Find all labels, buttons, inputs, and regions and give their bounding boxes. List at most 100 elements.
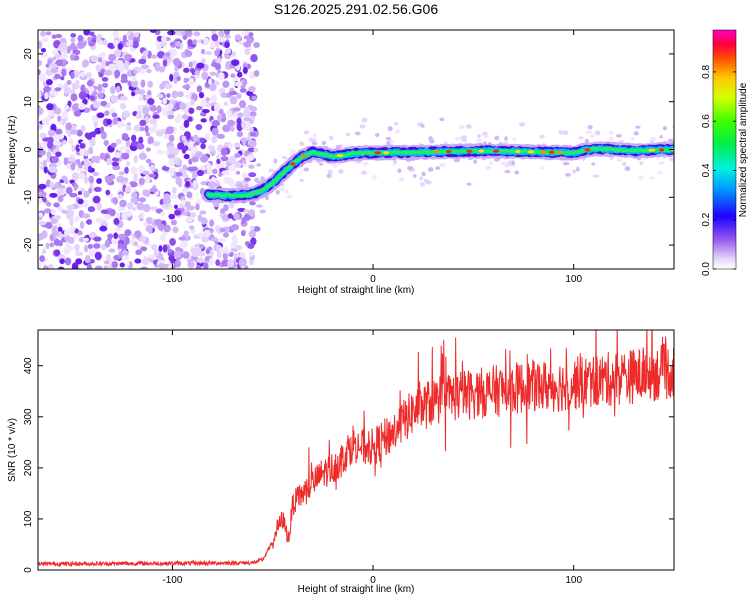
noise-point — [106, 157, 112, 166]
noise-point — [189, 212, 197, 218]
noise-point — [139, 119, 147, 127]
noise-point — [158, 66, 166, 73]
noise-point — [182, 251, 190, 259]
halo-point — [638, 175, 644, 180]
noise-point — [102, 39, 108, 46]
noise-point — [218, 30, 225, 37]
noise-point — [57, 134, 65, 140]
noise-point — [235, 170, 241, 175]
noise-point — [248, 230, 257, 238]
noise-point — [205, 101, 211, 108]
noise-point — [65, 186, 73, 195]
noise-point — [44, 116, 52, 121]
halo-point — [327, 169, 333, 175]
noise-point — [217, 237, 226, 243]
noise-point — [192, 179, 197, 188]
noise-point — [222, 124, 231, 133]
noise-point — [38, 73, 46, 82]
halo-point — [454, 136, 462, 141]
noise-point — [184, 30, 192, 37]
noise-point — [194, 70, 200, 76]
halo-point — [268, 168, 275, 173]
noise-point — [149, 118, 157, 125]
noise-point — [156, 149, 165, 155]
noise-point — [160, 211, 166, 216]
noise-point — [197, 214, 203, 222]
noise-point — [186, 166, 195, 172]
noise-point — [140, 266, 148, 269]
noise-point — [194, 250, 199, 258]
noise-point — [61, 209, 66, 214]
noise-point — [228, 164, 237, 172]
noise-point — [180, 239, 188, 248]
noise-point — [67, 209, 74, 217]
noise-point — [111, 112, 118, 118]
noise-point — [68, 138, 74, 145]
noise-point — [110, 95, 119, 103]
noise-point — [138, 136, 144, 145]
noise-point — [79, 71, 86, 77]
halo-point — [256, 163, 262, 167]
halo-point — [387, 126, 393, 132]
noise-point — [70, 42, 76, 51]
noise-point — [196, 169, 205, 177]
halo-point — [662, 126, 668, 131]
noise-point — [248, 140, 257, 148]
noise-point — [242, 172, 248, 179]
noise-point — [162, 97, 168, 105]
noise-point — [116, 85, 121, 93]
halo-point — [624, 166, 631, 172]
noise-point — [75, 80, 80, 85]
colorbar-tick-label: 0.6 — [701, 114, 712, 128]
noise-point — [248, 209, 256, 217]
noise-point — [93, 120, 99, 129]
noise-point — [230, 224, 240, 231]
noise-point — [114, 69, 121, 78]
noise-point — [127, 80, 132, 87]
noise-point — [218, 72, 225, 81]
noise-point — [248, 164, 255, 169]
noise-point — [46, 151, 52, 159]
halo-point — [394, 121, 399, 126]
noise-point — [138, 197, 146, 203]
noise-point — [88, 41, 96, 47]
halo-point — [335, 144, 342, 150]
noise-point — [88, 175, 94, 184]
halo-point — [460, 135, 467, 141]
noise-point — [74, 50, 81, 56]
noise-point — [202, 262, 209, 269]
noise-point — [79, 220, 85, 230]
halo-point — [633, 131, 639, 136]
noise-point — [38, 107, 44, 115]
noise-point — [173, 204, 178, 209]
noise-point — [92, 172, 99, 177]
noise-point — [150, 105, 157, 112]
noise-point — [174, 259, 182, 268]
noise-point — [215, 259, 221, 267]
noise-point — [175, 171, 183, 177]
noise-point — [49, 181, 55, 189]
halo-point — [616, 133, 622, 138]
noise-point — [146, 68, 152, 74]
noise-point — [168, 50, 176, 58]
halo-point — [466, 182, 472, 186]
halo-point — [419, 176, 424, 181]
noise-point — [138, 89, 146, 95]
noise-point — [107, 42, 114, 49]
noise-point — [161, 35, 167, 43]
noise-point — [248, 85, 256, 93]
halo-point — [504, 169, 511, 174]
noise-point — [100, 59, 106, 69]
noise-point — [180, 199, 186, 206]
noise-point — [69, 192, 78, 198]
noise-point — [241, 137, 247, 146]
noise-point — [249, 126, 254, 133]
noise-scatter — [38, 30, 674, 269]
halo-point — [435, 166, 441, 171]
noise-point — [119, 146, 127, 151]
noise-point — [183, 77, 189, 83]
noise-point — [230, 242, 237, 249]
noise-point — [45, 79, 53, 86]
noise-point — [150, 54, 158, 59]
halo-point — [319, 162, 324, 166]
